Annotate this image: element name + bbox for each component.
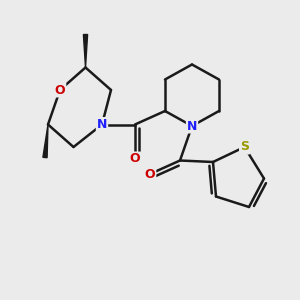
Text: O: O: [55, 83, 65, 97]
Polygon shape: [43, 124, 48, 158]
Text: O: O: [145, 167, 155, 181]
Text: S: S: [240, 140, 249, 154]
Text: O: O: [130, 152, 140, 166]
Text: N: N: [97, 118, 107, 131]
Polygon shape: [83, 34, 88, 68]
Text: N: N: [187, 119, 197, 133]
